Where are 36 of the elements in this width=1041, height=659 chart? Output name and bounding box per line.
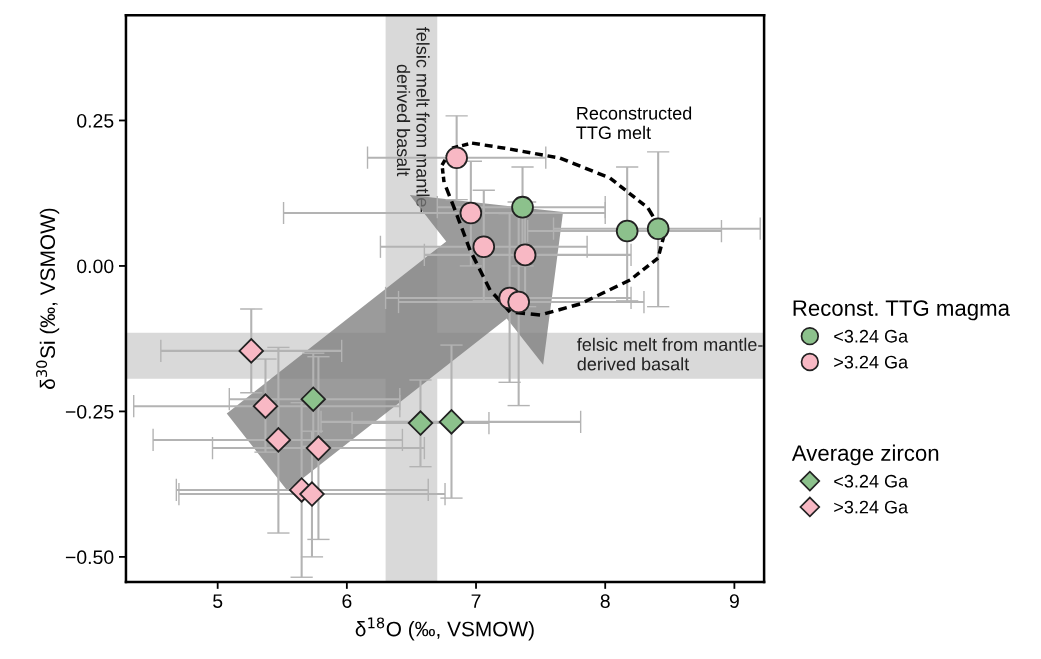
x-tick-label: 5 — [213, 594, 223, 608]
point — [646, 217, 670, 241]
point — [472, 235, 496, 259]
x-axis-title: δ$^{18}$O (‰, VSMOW) — [355, 617, 534, 641]
band-label: felsic melt from mantle- derived basalt — [577, 337, 763, 371]
y-tick-label: 0.00 — [77, 259, 114, 274]
legend-label: >3.24 Ga — [834, 355, 909, 369]
x-tick-label: 9 — [729, 594, 739, 608]
legend-label: <3.24 Ga — [834, 474, 909, 488]
legend-label: >3.24 Ga — [834, 500, 909, 514]
point — [513, 243, 537, 267]
point — [265, 427, 292, 453]
point — [238, 338, 264, 364]
point — [252, 393, 279, 419]
point — [300, 386, 326, 412]
legend-label: <3.24 Ga — [834, 329, 909, 343]
point — [511, 195, 534, 219]
y-tick-label: −0.25 — [65, 404, 114, 419]
y-tick-label: −0.50 — [65, 550, 114, 565]
point — [438, 409, 465, 435]
point — [615, 219, 639, 243]
y-tick-label: 0.25 — [77, 113, 114, 128]
x-tick-label: 7 — [471, 594, 481, 608]
text: Reconst. TTG magma — [793, 300, 1010, 321]
point — [299, 481, 325, 507]
y-axis-title: δ$^{30}$Si (‰, VSMOW) — [36, 208, 60, 390]
annotation: Reconstructed TTG melt — [576, 106, 692, 140]
point — [305, 435, 332, 461]
point — [407, 410, 434, 436]
text: Average zircon — [791, 444, 939, 466]
point — [459, 201, 483, 225]
x-tick-label: 6 — [342, 594, 352, 608]
band-label: felsic melt from mantle- derived basalt — [396, 27, 430, 213]
point — [507, 290, 530, 314]
x-tick-label: 8 — [600, 594, 610, 608]
point — [445, 146, 468, 170]
